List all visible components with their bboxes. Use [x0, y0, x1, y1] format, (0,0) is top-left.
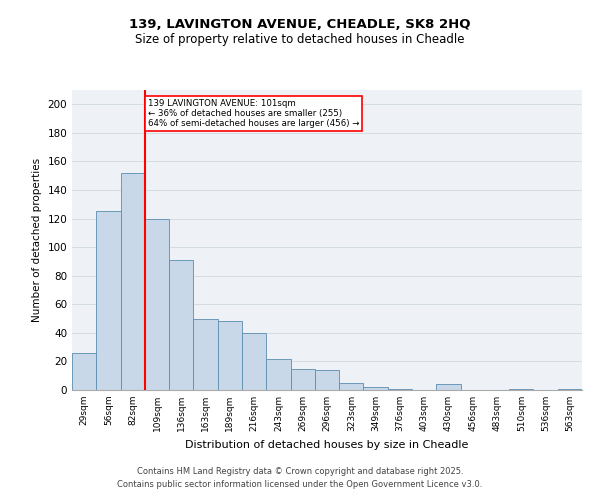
Bar — [193, 318, 218, 390]
Text: Contains public sector information licensed under the Open Government Licence v3: Contains public sector information licen… — [118, 480, 482, 489]
Bar — [169, 260, 193, 390]
Bar — [96, 212, 121, 390]
Bar — [218, 322, 242, 390]
Bar — [121, 173, 145, 390]
Text: 139 LAVINGTON AVENUE: 101sqm
← 36% of detached houses are smaller (255)
64% of s: 139 LAVINGTON AVENUE: 101sqm ← 36% of de… — [148, 98, 359, 128]
Bar — [315, 370, 339, 390]
Bar — [242, 333, 266, 390]
Text: 139, LAVINGTON AVENUE, CHEADLE, SK8 2HQ: 139, LAVINGTON AVENUE, CHEADLE, SK8 2HQ — [129, 18, 471, 30]
X-axis label: Distribution of detached houses by size in Cheadle: Distribution of detached houses by size … — [185, 440, 469, 450]
Bar — [509, 388, 533, 390]
Bar — [339, 383, 364, 390]
Text: Size of property relative to detached houses in Cheadle: Size of property relative to detached ho… — [135, 32, 465, 46]
Bar — [72, 353, 96, 390]
Bar — [436, 384, 461, 390]
Bar — [364, 387, 388, 390]
Bar — [145, 218, 169, 390]
Bar — [388, 388, 412, 390]
Bar — [558, 388, 582, 390]
Bar — [266, 358, 290, 390]
Text: Contains HM Land Registry data © Crown copyright and database right 2025.: Contains HM Land Registry data © Crown c… — [137, 467, 463, 476]
Y-axis label: Number of detached properties: Number of detached properties — [32, 158, 42, 322]
Bar — [290, 368, 315, 390]
